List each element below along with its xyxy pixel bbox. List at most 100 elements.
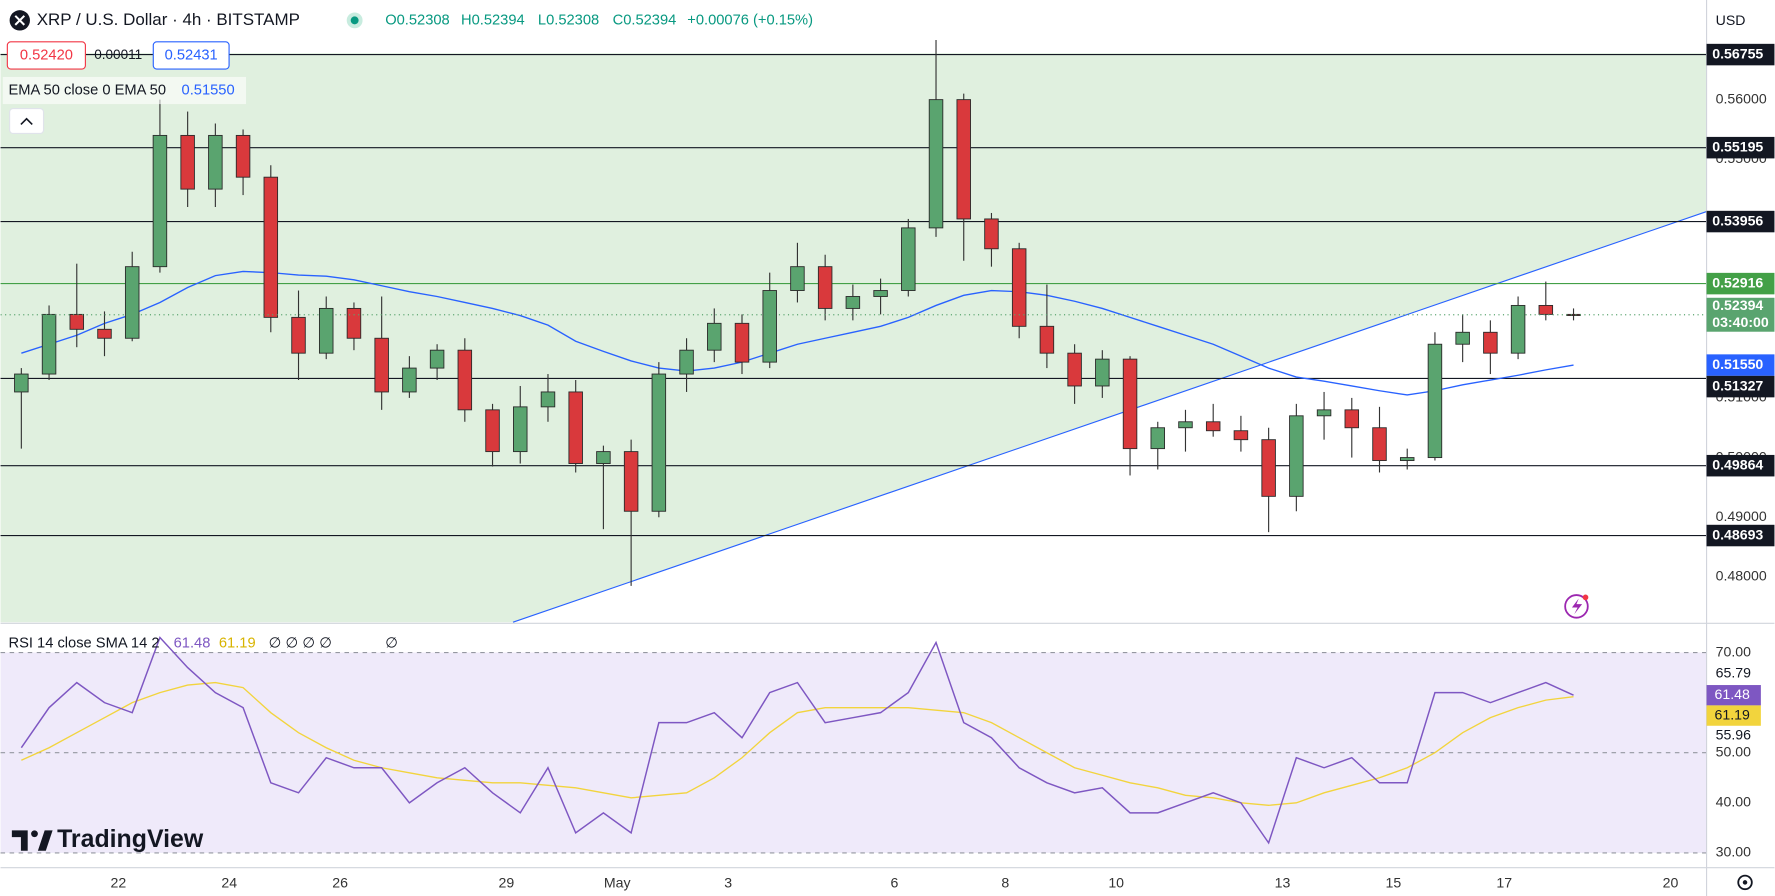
candle-body bbox=[374, 337, 389, 393]
candle-body bbox=[1039, 325, 1055, 354]
candle-body bbox=[1011, 248, 1027, 327]
ema-legend: EMA 50 close 0 EMA 50 bbox=[8, 82, 166, 98]
currency[interactable]: USD bbox=[1716, 12, 1746, 28]
x-tick-label: 29 bbox=[499, 874, 515, 890]
collapse-icon[interactable] bbox=[20, 117, 33, 126]
settings-icon-center[interactable] bbox=[1742, 880, 1748, 885]
price-tag-label: 0.51327 bbox=[1712, 377, 1763, 393]
ema-legend-value: 0.51550 bbox=[182, 82, 235, 98]
price-tag bbox=[1706, 272, 1775, 295]
candle-body bbox=[429, 349, 445, 369]
candle-body bbox=[1372, 427, 1387, 462]
candle-body bbox=[1122, 358, 1138, 450]
candle-body bbox=[1455, 331, 1470, 345]
trendline bbox=[512, 211, 1707, 623]
rsi-tag-label: 61.48 bbox=[1714, 686, 1749, 702]
candle-body bbox=[235, 134, 251, 178]
price-tag bbox=[1706, 43, 1775, 66]
candle-body bbox=[901, 227, 916, 291]
x-tick-label: 26 bbox=[332, 874, 348, 890]
candle-body bbox=[485, 409, 500, 453]
alert-icon[interactable] bbox=[1564, 594, 1589, 619]
buy-button[interactable] bbox=[152, 41, 230, 70]
bid-price[interactable]: 0.52420 bbox=[20, 47, 73, 63]
candle-body bbox=[263, 176, 279, 318]
candle-body bbox=[457, 349, 473, 411]
symbol-icon-x bbox=[14, 15, 26, 26]
candle-body bbox=[1427, 343, 1443, 459]
candle-body bbox=[180, 134, 195, 190]
rsi-tag-label: 61.19 bbox=[1714, 706, 1749, 722]
x-tick-label: 8 bbox=[1001, 874, 1009, 890]
candle-body bbox=[152, 134, 168, 268]
rsi-legend-extra: ∅ bbox=[385, 636, 398, 652]
rsi-tick-label: 40.00 bbox=[1716, 794, 1751, 810]
candle-body bbox=[346, 307, 362, 339]
price-tag-label: 0.49864 bbox=[1712, 456, 1763, 472]
rsi-side-label: 55.96 bbox=[1716, 727, 1751, 743]
rsi-line bbox=[20, 636, 1574, 845]
rsi-tag bbox=[1706, 685, 1761, 706]
candle-body bbox=[69, 313, 85, 330]
candle-body bbox=[1095, 358, 1110, 387]
y-tick-label: 0.56000 bbox=[1716, 90, 1767, 106]
currency-button[interactable] bbox=[1708, 6, 1766, 37]
candle-body bbox=[790, 266, 805, 291]
ohlc-high: H0.52394 bbox=[461, 12, 525, 28]
x-tick-label: 22 bbox=[110, 874, 126, 890]
y-tick-label: 0.49000 bbox=[1716, 508, 1767, 524]
price-tag bbox=[1706, 524, 1775, 547]
x-tick-label: 20 bbox=[1663, 874, 1679, 890]
candle-body bbox=[873, 290, 888, 297]
rsi-legend-value: 61.48 bbox=[174, 636, 211, 652]
candle-body bbox=[623, 451, 639, 512]
sell-button[interactable] bbox=[6, 41, 86, 70]
x-tick-label: 10 bbox=[1108, 874, 1124, 890]
rsi-tag bbox=[1706, 705, 1761, 726]
x-tick-label: 17 bbox=[1496, 874, 1512, 890]
settings-icon[interactable] bbox=[1737, 874, 1753, 891]
candle-body bbox=[402, 367, 417, 393]
candle-body bbox=[928, 99, 944, 229]
rsi-legend-extra: ∅ ∅ ∅ ∅ bbox=[269, 636, 332, 652]
price-tag-label: 0.52916 bbox=[1712, 274, 1763, 290]
rsi-legend: RSI 14 close SMA 14 2 bbox=[8, 636, 159, 652]
candle-body bbox=[318, 307, 334, 354]
candle-body bbox=[1261, 439, 1276, 497]
alert-dot bbox=[1582, 594, 1589, 601]
rsi-tick-label: 30.00 bbox=[1716, 844, 1751, 860]
ohlc-low: L0.52308 bbox=[538, 12, 599, 28]
price-tag-label: 0.56755 bbox=[1712, 45, 1763, 61]
logo-mark bbox=[11, 830, 28, 851]
candle-body bbox=[124, 266, 140, 339]
axes: 0.480000.490000.500000.510000.550000.560… bbox=[110, 43, 1775, 890]
price-tag-label: 0.52394 bbox=[1712, 297, 1763, 313]
ohlc-open: O0.52308 bbox=[385, 12, 450, 28]
price-tag-label: 03:40:00 bbox=[1712, 314, 1769, 330]
status-dot-inner bbox=[350, 16, 359, 25]
ohlc-change: +0.00076 (+0.15%) bbox=[687, 12, 813, 28]
candle-body bbox=[707, 322, 722, 351]
x-tick-label: 6 bbox=[891, 874, 899, 890]
collapse-button[interactable] bbox=[9, 108, 45, 135]
candle-body bbox=[734, 322, 750, 363]
rsi-pane bbox=[0, 636, 1707, 854]
candle-body bbox=[291, 316, 306, 354]
x-tick-label: 13 bbox=[1275, 874, 1291, 890]
ema-legend-bg bbox=[2, 76, 247, 105]
zone bbox=[0, 53, 1707, 623]
price-tag bbox=[1706, 136, 1775, 159]
logo-mark-slash bbox=[37, 830, 53, 851]
ohlc-close: C0.52394 bbox=[613, 12, 677, 28]
ask-price[interactable]: 0.52431 bbox=[165, 47, 218, 63]
candle-body bbox=[762, 290, 777, 363]
price-tag bbox=[1706, 297, 1775, 332]
candle-body bbox=[1316, 409, 1332, 417]
candle-body bbox=[1399, 457, 1415, 462]
candle-body bbox=[1538, 304, 1554, 315]
candle-body bbox=[1178, 421, 1193, 429]
candle-body bbox=[208, 134, 223, 190]
alert-bolt[interactable] bbox=[1571, 598, 1583, 615]
